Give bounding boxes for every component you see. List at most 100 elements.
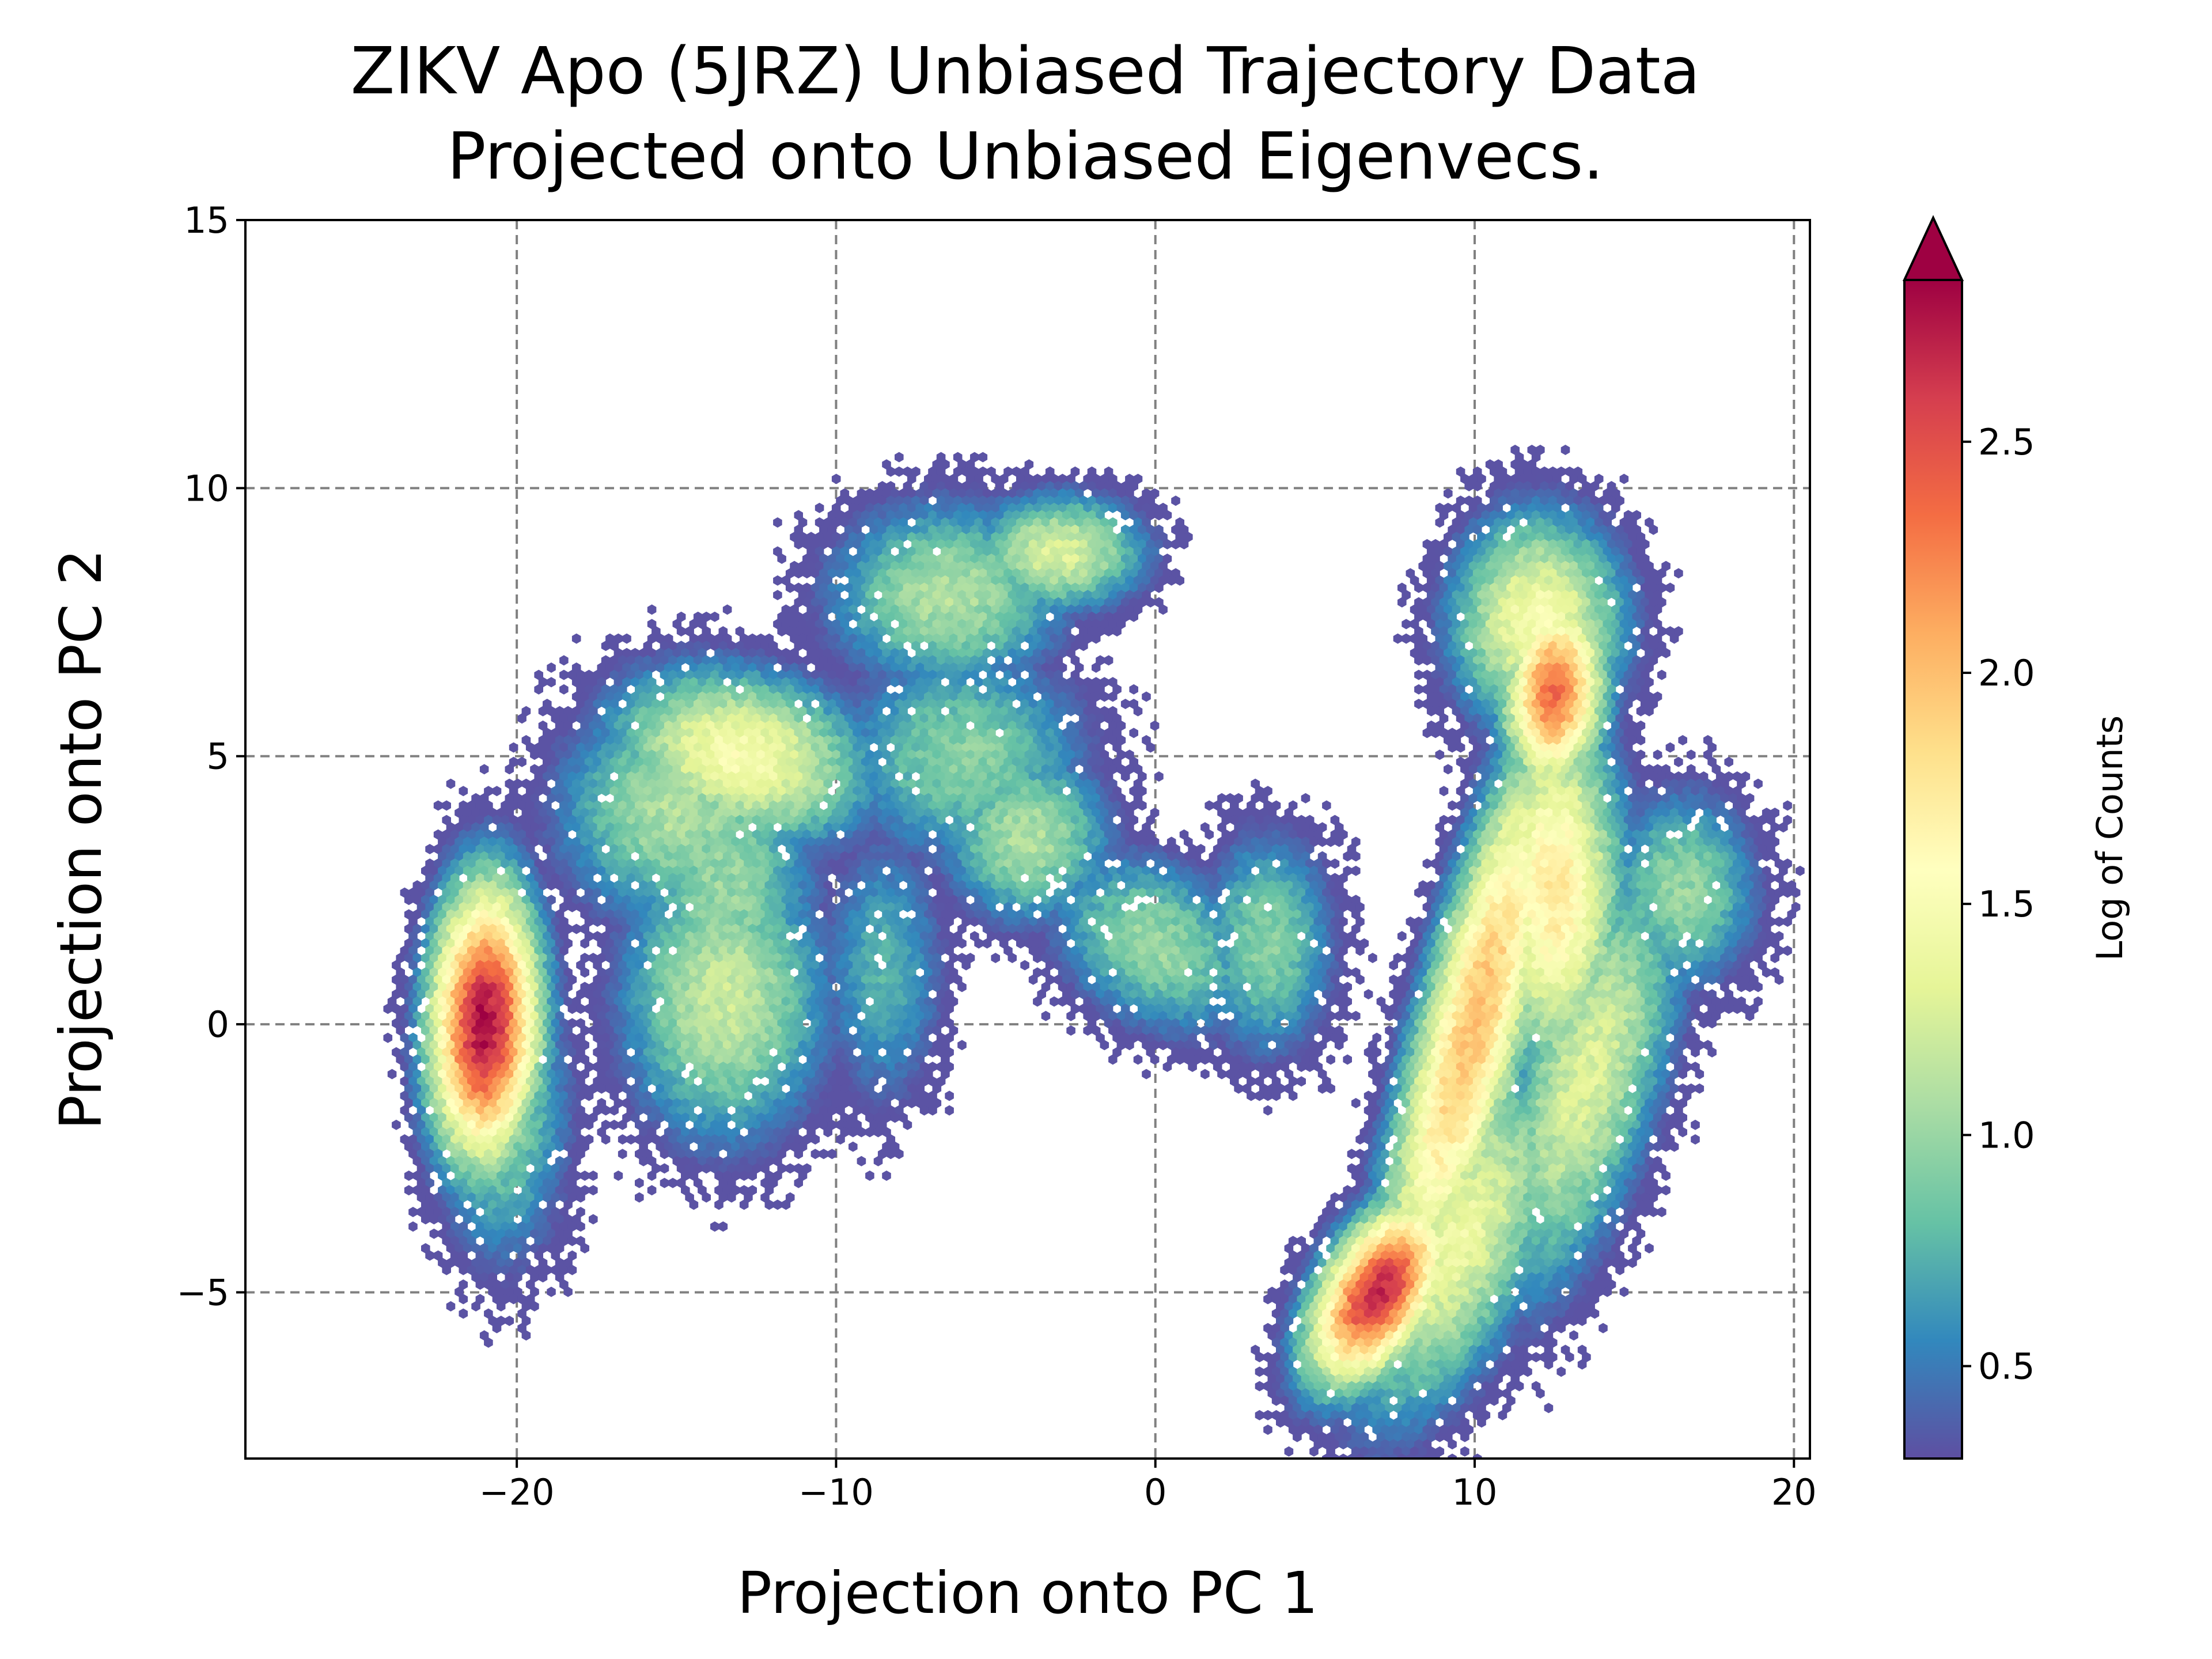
- hexbin-cell: [857, 532, 866, 543]
- hexbin-cell: [1569, 488, 1578, 499]
- hexbin-cell: [1058, 546, 1067, 557]
- hexbin-cell: [1448, 582, 1457, 593]
- hexbin-cell: [676, 626, 686, 637]
- hexbin-cell: [1565, 626, 1574, 637]
- hexbin-cell: [945, 611, 954, 622]
- hexbin-cell: [1565, 611, 1574, 622]
- hexbin-cell: [1582, 510, 1591, 521]
- hexbin-cell: [1603, 590, 1612, 600]
- hexbin-cell: [844, 626, 854, 637]
- hexbin-cell: [1070, 466, 1080, 477]
- hexbin-cell: [605, 633, 615, 644]
- hexbin-cell: [1100, 575, 1109, 586]
- hexbin-cell: [794, 510, 803, 521]
- hexbin-cell: [1536, 532, 1545, 543]
- hexbin-cell: [873, 546, 883, 557]
- hexbin-cell: [1322, 800, 1331, 811]
- hexbin-cell: [1146, 597, 1156, 608]
- hexbin-cell: [1502, 560, 1512, 571]
- hexbin-cell: [907, 546, 916, 557]
- hexbin-cell: [1527, 590, 1537, 600]
- hexbin-cell: [1590, 524, 1600, 535]
- hexbin-cell: [442, 800, 451, 811]
- hexbin-cell: [1569, 633, 1578, 644]
- hexbin-cell: [1552, 488, 1562, 499]
- hexbin-cell: [877, 510, 887, 521]
- hexbin-cell: [1033, 502, 1042, 513]
- hexbin-cell: [1611, 502, 1620, 513]
- hexbin-cell: [1686, 749, 1696, 760]
- hexbin-cell: [1054, 539, 1063, 550]
- hexbin-cell: [907, 532, 916, 543]
- hexbin-cell: [1175, 575, 1184, 586]
- hexbin-cell: [1142, 532, 1151, 543]
- hexbin-cell: [1083, 560, 1092, 571]
- hexbin-cell: [895, 554, 904, 564]
- hexbin-cell: [1171, 524, 1180, 535]
- hexbin-cell: [1494, 517, 1503, 528]
- hexbin-cell: [1611, 604, 1620, 615]
- hexbin-cell: [1498, 626, 1508, 637]
- hexbin-cell: [668, 641, 677, 652]
- hexbin-cell: [1033, 633, 1042, 644]
- hexbin-cell: [1074, 532, 1084, 543]
- hexbin-cell: [1468, 575, 1478, 586]
- hexbin-cell: [915, 488, 925, 499]
- hexbin-cell: [752, 641, 762, 652]
- hexbin-cell: [1540, 597, 1549, 608]
- hexbin-cell: [1548, 524, 1558, 535]
- hexbin-cell: [915, 604, 925, 615]
- hexbin-cell: [1414, 582, 1423, 593]
- hexbin-cell: [831, 619, 841, 630]
- hexbin-cell: [1556, 510, 1566, 521]
- hexbin-cell: [936, 539, 946, 550]
- hexbin-cell: [1569, 502, 1578, 513]
- hexbin-cell: [857, 619, 866, 630]
- hexbin-cell: [1007, 502, 1017, 513]
- hexbin-cell: [815, 546, 824, 557]
- hexbin-cell: [710, 611, 719, 622]
- hexbin-cell: [941, 546, 950, 557]
- hexbin-cell: [1431, 597, 1440, 608]
- hexbin-cell: [1028, 481, 1038, 491]
- hexbin-cell: [1464, 524, 1474, 535]
- hexbin-cell: [974, 517, 983, 528]
- hexbin-cell: [1502, 633, 1512, 644]
- hexbin-cell: [995, 481, 1005, 491]
- hexbin-cell: [1590, 539, 1600, 550]
- hexbin-cell: [869, 524, 878, 535]
- hexbin-cell: [1569, 590, 1578, 600]
- hexbin-cell: [1037, 510, 1046, 521]
- hexbin-cell: [1096, 582, 1105, 593]
- hexbin-cell: [978, 554, 988, 564]
- hexbin-cell: [1599, 539, 1608, 550]
- hexbin-cell: [1519, 560, 1528, 571]
- hexbin-cell: [970, 611, 979, 622]
- hexbin-cell: [1611, 633, 1620, 644]
- hexbin-cell: [1179, 524, 1189, 535]
- hexbin-cell: [844, 597, 854, 608]
- hexbin-cell: [1041, 619, 1051, 630]
- hexbin-cell: [1536, 474, 1545, 484]
- hexbin-cell: [806, 604, 816, 615]
- hexbin-cell: [999, 532, 1009, 543]
- hexbin-cell: [1045, 539, 1055, 550]
- hexbin-cell: [1422, 858, 1432, 869]
- hexbin-cell: [945, 582, 954, 593]
- hexbin-cell: [911, 539, 921, 550]
- hexbin-cell: [840, 560, 850, 571]
- hexbin-cell: [1125, 575, 1134, 586]
- hexbin-cell: [1490, 495, 1499, 506]
- hexbin-cell: [886, 481, 896, 491]
- hexbin-cell: [1674, 568, 1683, 579]
- hexbin-cell: [1096, 611, 1105, 622]
- hexbin-cell: [995, 524, 1005, 535]
- hexbin-cell: [1481, 554, 1491, 564]
- hexbin-cell: [1074, 604, 1084, 615]
- hexbin-cell: [1548, 611, 1558, 622]
- hexbin-cell: [965, 575, 975, 586]
- hexbin-cell: [819, 554, 828, 564]
- hexbin-cell: [794, 597, 803, 608]
- hexbin-cell: [1565, 466, 1574, 477]
- hexbin-cell: [1556, 466, 1566, 477]
